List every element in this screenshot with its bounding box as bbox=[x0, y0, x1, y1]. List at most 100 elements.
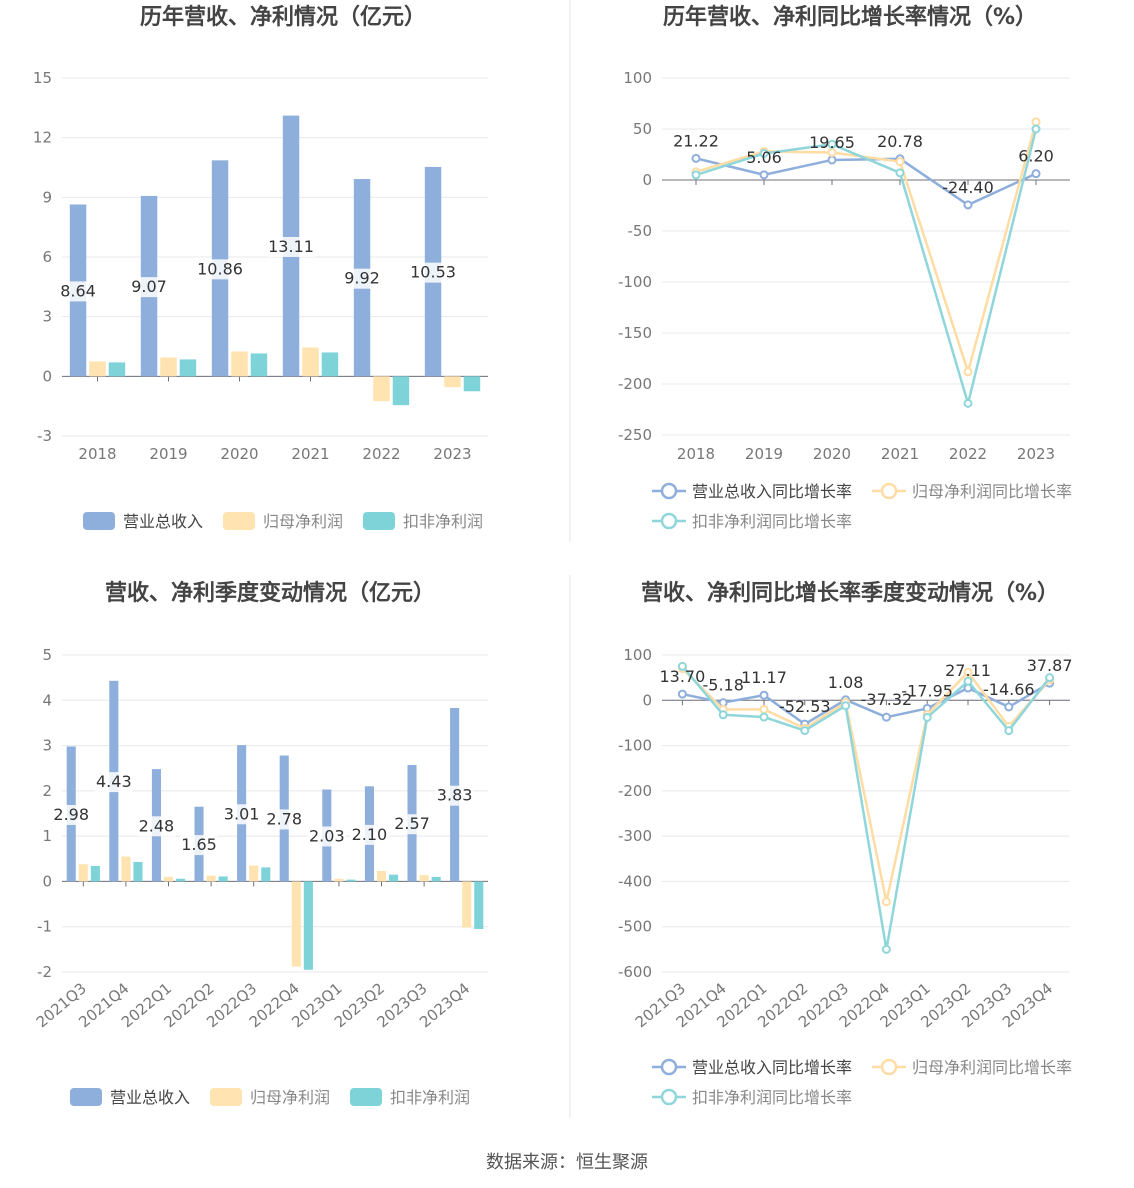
y-tick-label: 1 bbox=[42, 827, 52, 845]
series-line bbox=[695, 128, 1038, 409]
data-label: 19.65 bbox=[809, 133, 855, 152]
chart-title: 营收、净利季度变动情况（亿元） bbox=[105, 580, 435, 606]
data-label: 13.11 bbox=[268, 237, 314, 256]
legend-item: 归母净利润同比增长率 bbox=[872, 482, 1072, 501]
bar bbox=[78, 864, 88, 882]
legend-swatch-marker bbox=[880, 482, 898, 500]
data-label-bg bbox=[350, 824, 389, 845]
y-tick-label: -250 bbox=[618, 426, 652, 444]
y-tick-label: -3 bbox=[37, 427, 52, 445]
data-label-bg bbox=[137, 816, 176, 837]
y-tick-label: 12 bbox=[33, 129, 52, 147]
legend-label: 扣非净利润同比增长率 bbox=[692, 1088, 852, 1107]
bar bbox=[376, 871, 387, 882]
x-tick-label: 2018 bbox=[677, 445, 715, 463]
bar bbox=[303, 881, 313, 970]
bar bbox=[419, 875, 429, 882]
data-label-bg bbox=[435, 785, 474, 806]
data-label: -5.18 bbox=[702, 676, 743, 695]
y-tick-label: 9 bbox=[42, 188, 52, 206]
legend-swatch-marker bbox=[880, 1058, 898, 1076]
y-tick-label: 0 bbox=[42, 872, 52, 890]
series-point bbox=[1031, 117, 1041, 127]
bar bbox=[160, 357, 177, 377]
legend-swatch-marker bbox=[660, 1058, 678, 1076]
y-tick-label: -100 bbox=[618, 273, 652, 291]
data-label-bg bbox=[265, 809, 304, 830]
x-tick-label: 2023 bbox=[1017, 445, 1055, 463]
bar bbox=[90, 866, 100, 882]
series-point bbox=[881, 897, 891, 907]
bar bbox=[321, 352, 339, 377]
x-tick-label: 2021 bbox=[291, 445, 329, 463]
chart-3: 营收、净利季度变动情况（亿元）-2-10123452021Q32021Q4202… bbox=[33, 580, 488, 1107]
data-label-bg bbox=[222, 804, 261, 825]
series-point bbox=[759, 704, 769, 714]
y-tick-label: 3 bbox=[42, 737, 52, 755]
data-label: 8.64 bbox=[60, 281, 96, 300]
series-point bbox=[827, 139, 837, 149]
data-label-bg bbox=[307, 826, 346, 847]
y-tick-label: 5 bbox=[42, 646, 52, 664]
data-label: -17.95 bbox=[901, 681, 953, 700]
y-tick-label: 0 bbox=[42, 367, 52, 385]
series-point bbox=[895, 157, 905, 167]
data-label: 3.83 bbox=[437, 786, 473, 805]
y-tick-label: -600 bbox=[618, 963, 652, 981]
data-label: -37.32 bbox=[861, 690, 913, 709]
data-label-bg bbox=[343, 268, 382, 289]
data-label: -24.40 bbox=[942, 178, 994, 197]
x-tick-label: 2023 bbox=[433, 445, 471, 463]
data-label: 21.22 bbox=[673, 131, 719, 150]
bar bbox=[334, 878, 344, 882]
y-tick-label: 6 bbox=[42, 248, 52, 266]
legend-swatch-marker bbox=[660, 512, 678, 530]
bar bbox=[89, 361, 106, 377]
chart-2: 历年营收、净利同比增长率情况（%） -250 -200 -150 -100 -50 0 50 1… bbox=[618, 4, 1072, 531]
legend-swatch-marker bbox=[660, 482, 678, 500]
bar bbox=[431, 876, 441, 882]
bar bbox=[163, 876, 174, 882]
bar bbox=[463, 376, 481, 392]
legend-label: 扣非净利润 bbox=[390, 1088, 470, 1107]
legend-label: 营业总收入 bbox=[123, 512, 203, 531]
data-label: 10.53 bbox=[410, 263, 456, 282]
x-tick-label: 2020 bbox=[220, 445, 258, 463]
legend-item: 营业总收入 bbox=[83, 512, 203, 531]
series-point bbox=[963, 667, 973, 677]
data-label: 4.43 bbox=[96, 772, 132, 791]
chart-4: 营收、净利同比增长率季度变动情况（%） -600 -500 -400 -300 -200 -… bbox=[618, 580, 1073, 1107]
data-label: 2.48 bbox=[139, 816, 175, 835]
legend-label: 归母净利润同比增长率 bbox=[912, 1058, 1072, 1077]
data-label: 9.92 bbox=[344, 269, 380, 288]
series-point bbox=[895, 168, 905, 178]
legend-label: 归母净利润 bbox=[250, 1088, 330, 1107]
bar bbox=[373, 376, 390, 402]
bar bbox=[389, 874, 399, 882]
data-label: 13.70 bbox=[659, 667, 705, 686]
bar bbox=[231, 351, 248, 377]
legend-item: 归母净利润 bbox=[223, 512, 343, 531]
series-line bbox=[681, 667, 1051, 903]
x-tick-label: 2021 bbox=[881, 445, 919, 463]
legend-item: 扣非净利润同比增长率 bbox=[652, 512, 852, 531]
legend-item: 扣非净利润同比增长率 bbox=[652, 1088, 852, 1107]
bar bbox=[346, 879, 356, 882]
series-point bbox=[759, 148, 769, 158]
data-label: 2.78 bbox=[266, 809, 302, 828]
data-label-bg bbox=[267, 236, 315, 257]
y-tick-label: 3 bbox=[42, 308, 52, 326]
bar bbox=[261, 867, 271, 882]
series-point bbox=[827, 147, 837, 157]
series-point bbox=[841, 701, 851, 711]
bar bbox=[176, 878, 186, 882]
x-tick-label: 2022 bbox=[949, 445, 987, 463]
data-label-bg bbox=[59, 281, 98, 302]
data-label: 1.65 bbox=[181, 835, 217, 854]
series-point bbox=[759, 690, 769, 700]
data-label: -52.53 bbox=[779, 697, 831, 716]
chart-title: 历年营收、净利同比增长率情况（%） bbox=[663, 4, 1037, 30]
bar bbox=[218, 876, 228, 882]
legend-item: 扣非净利润 bbox=[350, 1088, 470, 1107]
